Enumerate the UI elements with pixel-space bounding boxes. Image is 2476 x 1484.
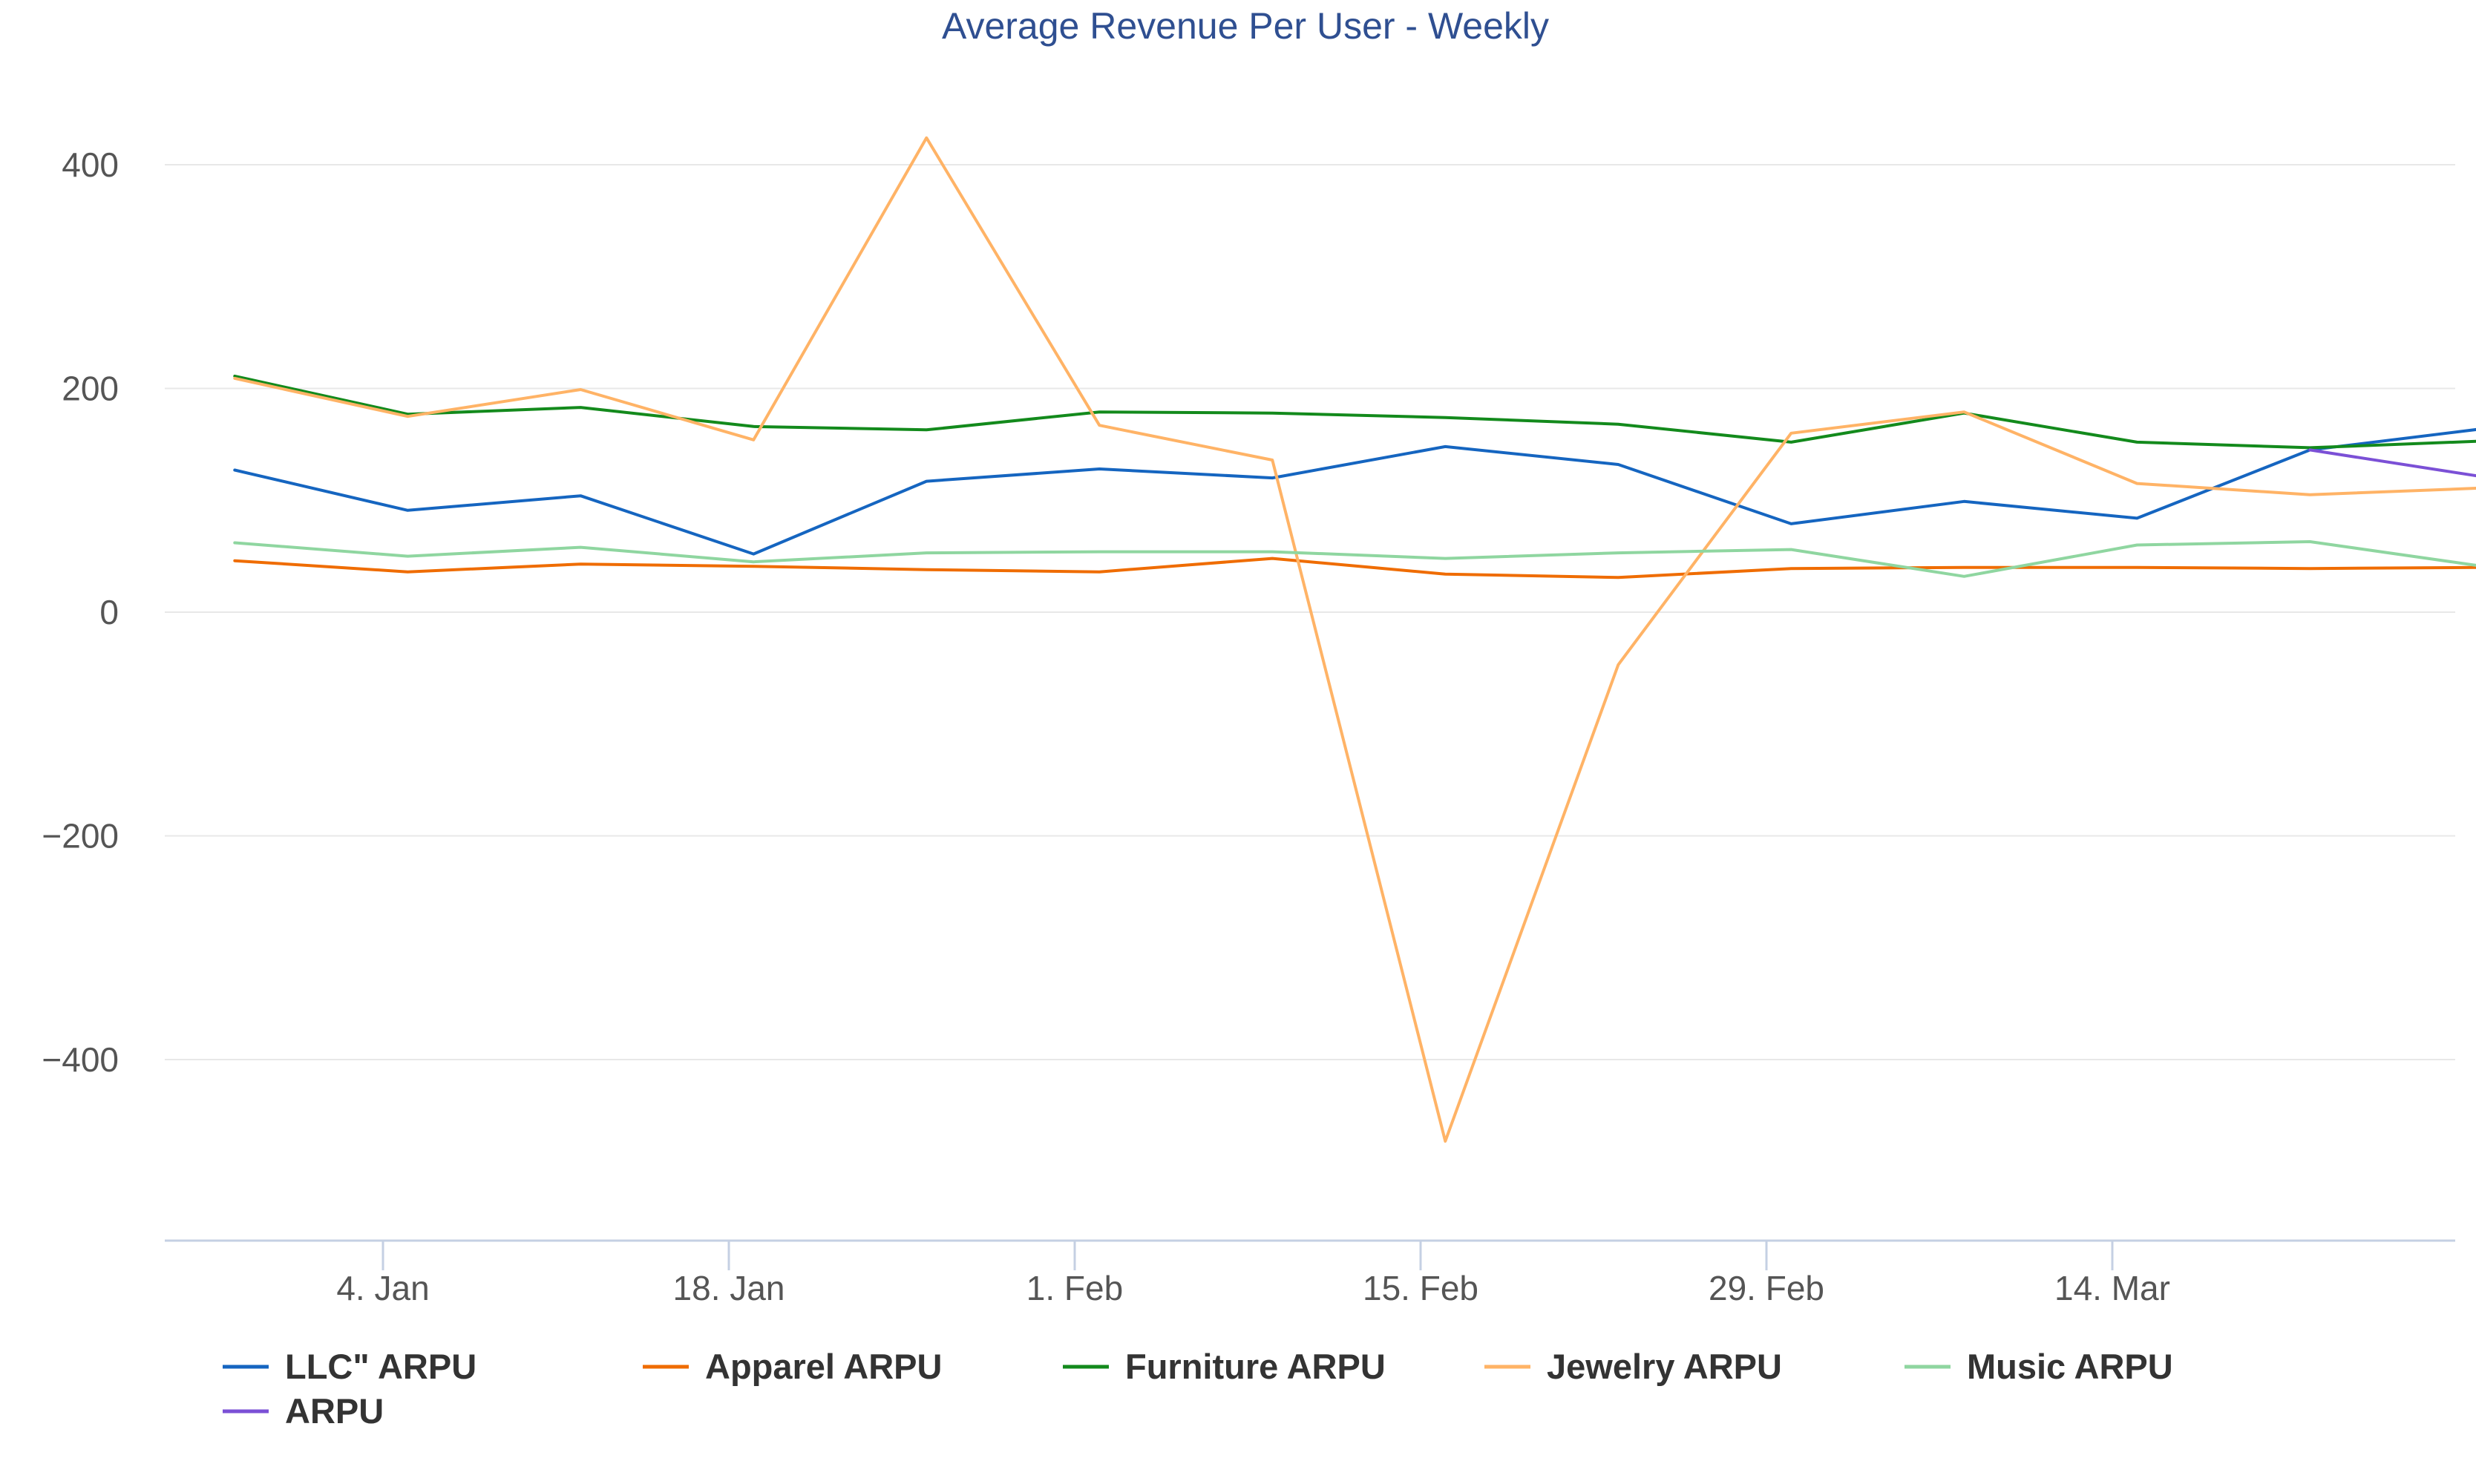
legend: LLC" ARPU Apparel ARPU Furniture ARPU Jewel… <box>223 1347 2173 1431</box>
legend-label: LLC" ARPU <box>285 1347 476 1386</box>
y-tick-label: 0 <box>99 593 119 631</box>
legend-label: ARPU <box>285 1391 384 1431</box>
legend-item[interactable]: Furniture ARPU <box>1063 1347 1386 1386</box>
y-axis: 400 200 0 −200 −400 <box>42 145 119 1079</box>
legend-label: Furniture ARPU <box>1125 1347 1386 1386</box>
legend-label: Apparel ARPU <box>705 1347 942 1386</box>
x-tick-label: 18. Jan <box>673 1269 785 1307</box>
series-line[interactable] <box>233 374 2476 450</box>
x-tick-label: 15. Feb <box>1363 1269 1478 1307</box>
legend-item[interactable]: ARPU <box>223 1391 384 1431</box>
legend-label: Music ARPU <box>1967 1347 2173 1386</box>
chart-title: Average Revenue Per User - Weekly <box>942 5 1549 47</box>
x-axis: 4. Jan 18. Jan 1. Feb 15. Feb 29. Feb 14. Mar <box>165 1239 2455 1307</box>
x-tick-label: 29. Feb <box>1709 1269 1824 1307</box>
y-tick-label: 200 <box>62 370 119 408</box>
legend-label: Jewelry ARPU <box>1547 1347 1782 1386</box>
x-tick-label: 1. Feb <box>1026 1269 1123 1307</box>
y-tick-label: −400 <box>42 1040 119 1079</box>
legend-item[interactable]: Apparel ARPU <box>643 1347 942 1386</box>
y-tick-label: −200 <box>42 817 119 856</box>
legend-item[interactable]: LLC" ARPU <box>223 1347 476 1386</box>
y-tick-label: 400 <box>62 145 119 184</box>
series-line[interactable] <box>233 540 2476 578</box>
series-lines <box>233 136 2476 1143</box>
series-line[interactable] <box>233 136 2476 1143</box>
series-line[interactable] <box>233 427 2476 556</box>
series-line[interactable] <box>233 556 2476 580</box>
x-tick-label: 4. Jan <box>336 1269 429 1307</box>
x-tick-label: 14. Mar <box>2054 1269 2170 1307</box>
legend-item[interactable]: Jewelry ARPU <box>1484 1347 1782 1386</box>
legend-item[interactable]: Music ARPU <box>1905 1347 2173 1386</box>
series-line[interactable] <box>2308 448 2476 478</box>
